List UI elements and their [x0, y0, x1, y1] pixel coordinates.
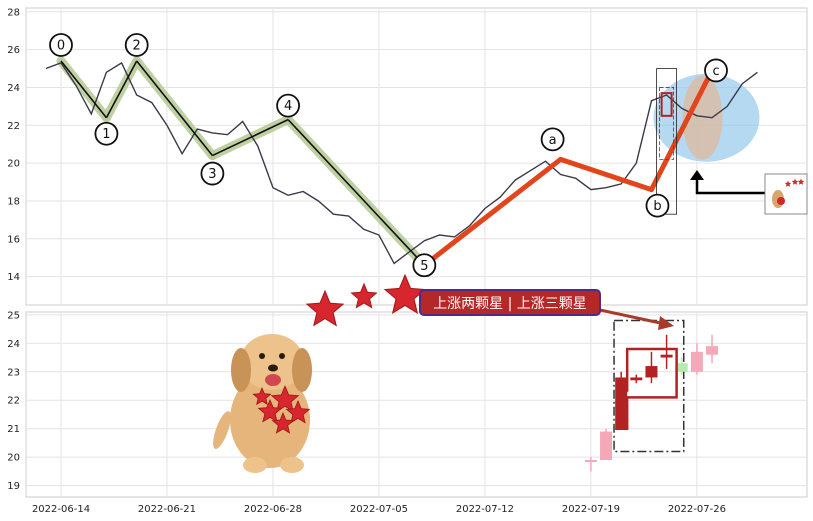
- dog-eye-right: [279, 353, 285, 359]
- wave-label: 2: [133, 38, 141, 53]
- upper-y-tick-label: 24: [7, 83, 20, 94]
- candle-body: [706, 346, 719, 355]
- mini-candle-box: [660, 92, 673, 117]
- dog-held-star: [271, 411, 295, 434]
- dog-illustration: [213, 334, 312, 473]
- dog-nose: [268, 364, 278, 372]
- dog-tail: [213, 411, 231, 449]
- thumbnail-star: [791, 178, 799, 185]
- upper-panel: 14 16 18 20 22 24 26 28 0 1 2 3 4 5 a b c: [7, 7, 808, 306]
- banner-arrowhead: [658, 316, 674, 330]
- wave-label-circle: [200, 161, 225, 186]
- wave-label: c: [712, 64, 719, 79]
- candle-body: [630, 377, 643, 381]
- upper-y-tick-label: 14: [7, 272, 20, 283]
- candle-bracket: [615, 347, 678, 430]
- wave-label: 4: [284, 99, 292, 114]
- lower-y-tick-label: 22: [7, 396, 20, 407]
- rating-star: [350, 282, 378, 309]
- x-tick-label: 2022-07-12: [456, 504, 514, 515]
- dog-held-star: [285, 399, 311, 424]
- correction-wave-line: [648, 67, 715, 193]
- upper-y-tick-label: 20: [7, 159, 20, 170]
- price-line: [45, 61, 758, 265]
- rating-star: [305, 289, 345, 327]
- dog-paw-left: [243, 457, 267, 473]
- wave-label: b: [653, 199, 661, 214]
- wave-label-circle: [704, 58, 728, 83]
- wave-label-circle: [540, 127, 565, 152]
- lower-y-tick-label: 23: [7, 367, 20, 378]
- lower-y-tick-label: 19: [7, 481, 20, 492]
- wave-label-circle: [276, 93, 301, 118]
- wave-label: a: [549, 133, 557, 148]
- impulse-wave-line: [60, 60, 108, 119]
- wave-label: 1: [102, 127, 110, 142]
- candle-body: [690, 351, 703, 372]
- impulse-wave-line: [105, 60, 138, 119]
- mini-window-box: [656, 68, 677, 215]
- wave-label-circle: [49, 33, 73, 57]
- banner-box: [419, 289, 601, 316]
- candle-body: [615, 377, 628, 429]
- lower-frame: [25, 311, 808, 498]
- wave-label: 5: [420, 259, 428, 274]
- connector-line: [695, 178, 765, 195]
- upper-y-tick-label: 22: [7, 121, 20, 132]
- thumbnail-star: [784, 180, 792, 187]
- dog-held-star: [257, 398, 283, 423]
- correction-wave-line: [421, 156, 564, 268]
- banner-arrow: [599, 308, 666, 326]
- lower-y-tick-label: 25: [7, 310, 20, 321]
- dog-ear-right: [292, 348, 312, 392]
- lower-y-tick-label: 24: [7, 339, 20, 350]
- x-tick-label: 2022-07-26: [668, 504, 726, 515]
- x-tick-label: 2022-06-28: [244, 504, 302, 515]
- x-tick-label: 2022-07-19: [562, 504, 620, 515]
- thumbnail-star: [797, 178, 805, 185]
- dog-paw-right: [280, 457, 304, 473]
- thumbnail-box: [764, 173, 808, 215]
- correction-wave-line: [558, 156, 654, 193]
- lower-y-tick-label: 21: [7, 424, 20, 435]
- highlight-ellipse-inner: [682, 75, 723, 160]
- mini-window-inner: [659, 87, 674, 160]
- candle-body: [645, 366, 658, 378]
- candle-body: [675, 363, 688, 372]
- dog-eye-left: [259, 353, 265, 359]
- thumbnail-heart: [777, 197, 785, 205]
- banner-text: 上涨两颗星 | 上涨三颗星: [433, 296, 587, 312]
- x-tick-label: 2022-06-14: [32, 504, 90, 515]
- dog-ear-left: [231, 348, 251, 392]
- dog-held-star: [252, 386, 272, 406]
- impulse-wave-line: [136, 60, 214, 157]
- upper-y-tick-label: 28: [7, 7, 20, 18]
- upper-y-tick-label: 16: [7, 234, 20, 245]
- wave-label: 0: [57, 38, 65, 53]
- candle-body: [584, 460, 597, 462]
- x-tick-label: 2022-06-21: [138, 504, 196, 515]
- wave-label-circle: [412, 253, 437, 278]
- overlays: 上涨两颗星 | 上涨三颗星: [213, 170, 808, 473]
- wave-label-circle: [94, 121, 119, 146]
- candle-body: [660, 354, 673, 358]
- impulse-wave-line: [212, 118, 289, 157]
- dog-head: [240, 334, 304, 390]
- wave-label-circle: [124, 33, 149, 57]
- lower-panel: 2022-06-14 2022-06-21 2022-06-28 2022-07-05…: [7, 310, 808, 515]
- upper-y-tick-label: 26: [7, 45, 20, 56]
- upper-y-tick-label: 18: [7, 196, 20, 207]
- lower-y-tick-label: 20: [7, 453, 20, 464]
- rating-star: [383, 273, 427, 315]
- dog-tongue: [265, 374, 281, 386]
- x-tick-label: 2022-07-05: [350, 504, 408, 515]
- wave-label: 3: [208, 167, 216, 182]
- dog-held-star: [270, 384, 300, 413]
- connector-arrowhead: [690, 170, 704, 180]
- impulse-wave-line: [287, 119, 425, 266]
- wave-label-circle: [645, 193, 670, 218]
- candle-body: [600, 431, 613, 460]
